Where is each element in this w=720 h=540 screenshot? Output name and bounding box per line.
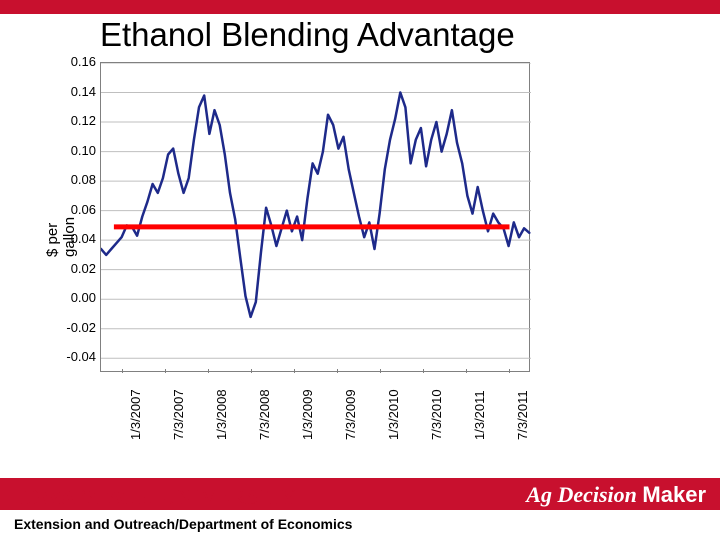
y-tick-label: 0.00 [56,290,96,305]
logo-state-word: STATE [81,484,155,509]
y-tick-label: -0.04 [56,349,96,364]
chart-svg [101,63,531,373]
plot-area [100,62,530,372]
brand-ag: Ag [526,482,552,507]
x-tick-label: 7/3/2007 [171,389,186,440]
y-tick-label: 0.02 [56,261,96,276]
slide-title: Ethanol Blending Advantage [100,16,515,54]
x-tick-label: 1/3/2010 [386,389,401,440]
y-tick-label: 0.16 [56,54,96,69]
x-tick-label: 1/3/2011 [472,390,487,440]
top-bar [0,0,720,14]
brand-maker: Maker [642,482,706,507]
brand-decision: Decision [557,482,636,507]
logo-univ-word: UNIVERSITY [160,484,297,509]
brand-right: Ag Decision Maker [526,482,706,508]
y-tick-label: 0.06 [56,202,96,217]
y-tick-label: -0.02 [56,320,96,335]
logo-iowa: IOWA STATE UNIVERSITY [14,484,297,509]
x-tick-label: 1/3/2009 [300,389,315,440]
footer-left-text: Extension and Outreach/Department of Eco… [14,516,352,532]
x-tick-label: 7/3/2010 [429,389,444,440]
logo-iowa-word: IOWA [14,484,75,509]
y-tick-label: 0.12 [56,113,96,128]
slide: Ethanol Blending Advantage $ per gallon … [0,0,720,540]
y-tick-label: 0.14 [56,84,96,99]
x-tick-label: 1/3/2008 [214,389,229,440]
y-tick-label: 0.08 [56,172,96,187]
footer-sub: IOWA STATE UNIVERSITY Extension and Outr… [0,510,720,540]
x-tick-label: 7/3/2011 [515,390,530,440]
isu-logo: IOWA STATE UNIVERSITY [14,484,297,510]
x-tick-label: 1/3/2007 [128,389,143,440]
x-tick-label: 7/3/2008 [257,389,272,440]
x-tick-label: 7/3/2009 [343,389,358,440]
y-tick-label: 0.04 [56,231,96,246]
y-tick-label: 0.10 [56,143,96,158]
